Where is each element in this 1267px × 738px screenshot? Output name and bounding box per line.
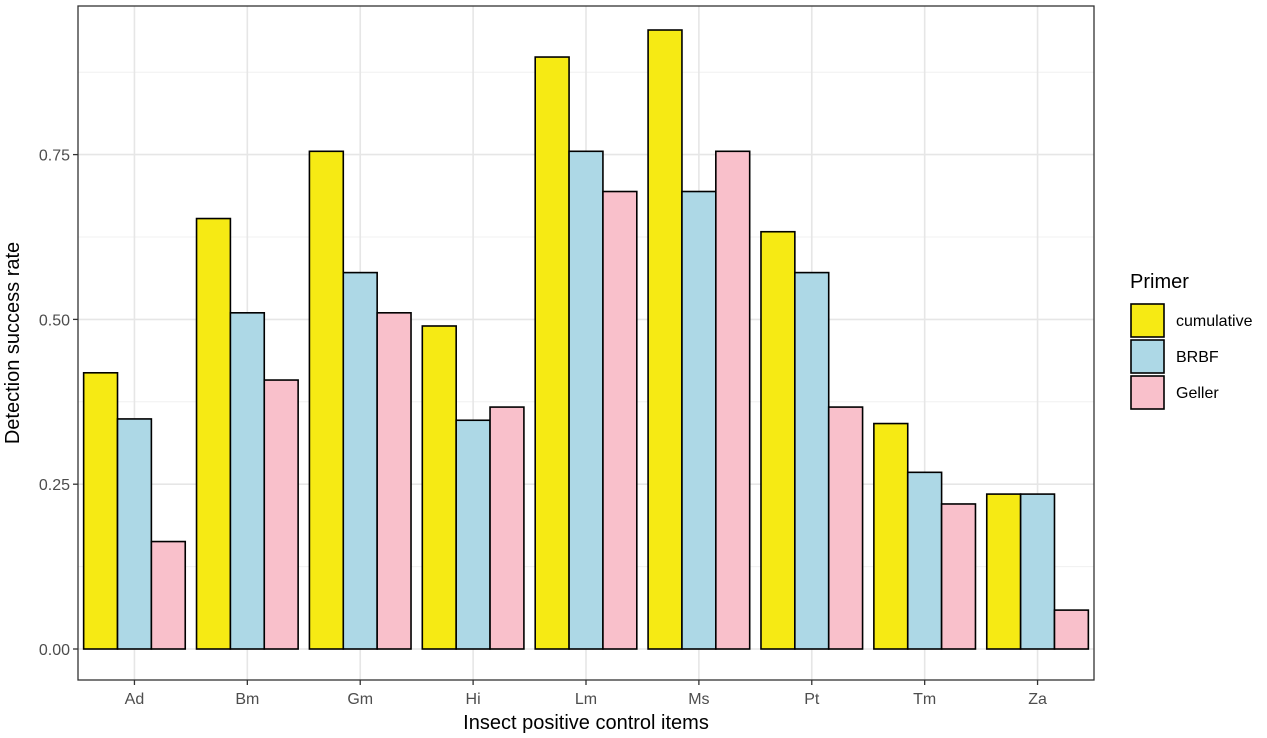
x-tick-label-tm: Tm xyxy=(913,691,936,708)
y-tick-label: 0.00 xyxy=(39,642,70,659)
bar-geller-ad xyxy=(150,540,187,650)
x-tick-label-ad: Ad xyxy=(125,691,145,708)
legend-label-cumulative: cumulative xyxy=(1176,313,1253,330)
legend-key-geller xyxy=(1130,375,1165,410)
legend-label-brbf: BRBF xyxy=(1176,349,1219,366)
bar-geller-ms xyxy=(715,150,751,650)
bar-brbf-lm xyxy=(568,150,604,650)
y-tick-label: 0.50 xyxy=(39,312,70,329)
y-axis-title: Detection success rate xyxy=(2,242,24,444)
bar-cumulative-bm xyxy=(195,217,232,650)
bar-geller-gm xyxy=(376,312,412,650)
legend-title: Primer xyxy=(1130,271,1189,293)
legend: Primer cumulative BRBF Geller xyxy=(1130,271,1253,410)
legend-key-cumulative xyxy=(1130,303,1165,338)
bar-cumulative-pt xyxy=(760,230,796,650)
y-axis: 0.00 0.25 0.50 0.75 xyxy=(39,148,78,659)
x-tick-label-pt: Pt xyxy=(804,691,820,708)
bar-brbf-tm xyxy=(906,471,943,650)
x-axis-title: Insect positive control items xyxy=(463,712,709,734)
x-tick-label-za: Za xyxy=(1028,691,1047,708)
bar-geller-lm xyxy=(602,190,638,650)
y-tick-label: 0.75 xyxy=(39,148,70,165)
x-tick-label-gm: Gm xyxy=(347,691,373,708)
bar-brbf-bm xyxy=(229,312,266,650)
bars xyxy=(82,29,1090,650)
x-tick-label-bm: Bm xyxy=(235,691,259,708)
bar-brbf-hi xyxy=(455,419,491,650)
bar-cumulative-hi xyxy=(421,325,457,650)
bar-geller-tm xyxy=(940,503,977,650)
bar-brbf-pt xyxy=(794,271,830,650)
bar-cumulative-gm xyxy=(308,150,345,650)
bar-brbf-ms xyxy=(681,190,717,650)
legend-label-geller: Geller xyxy=(1176,385,1219,402)
bar-geller-za xyxy=(1053,609,1090,650)
bar-cumulative-ms xyxy=(647,29,683,650)
bar-brbf-za xyxy=(1019,493,1056,650)
bar-geller-bm xyxy=(263,379,299,650)
bar-cumulative-lm xyxy=(534,56,570,650)
x-tick-label-ms: Ms xyxy=(688,691,709,708)
x-axis: Ad Bm Gm Hi Lm Ms Pt Tm Za xyxy=(125,680,1047,708)
bar-cumulative-za xyxy=(985,493,1022,650)
x-tick-label-lm: Lm xyxy=(575,691,597,708)
bar-brbf-gm xyxy=(342,271,378,650)
bar-geller-hi xyxy=(489,406,525,650)
bar-cumulative-ad xyxy=(82,371,119,650)
x-tick-label-hi: Hi xyxy=(466,691,481,708)
bar-geller-pt xyxy=(827,406,864,650)
bar-brbf-ad xyxy=(116,418,153,650)
bar-cumulative-tm xyxy=(873,422,909,650)
legend-key-brbf xyxy=(1130,339,1165,374)
y-tick-label: 0.25 xyxy=(39,477,70,494)
